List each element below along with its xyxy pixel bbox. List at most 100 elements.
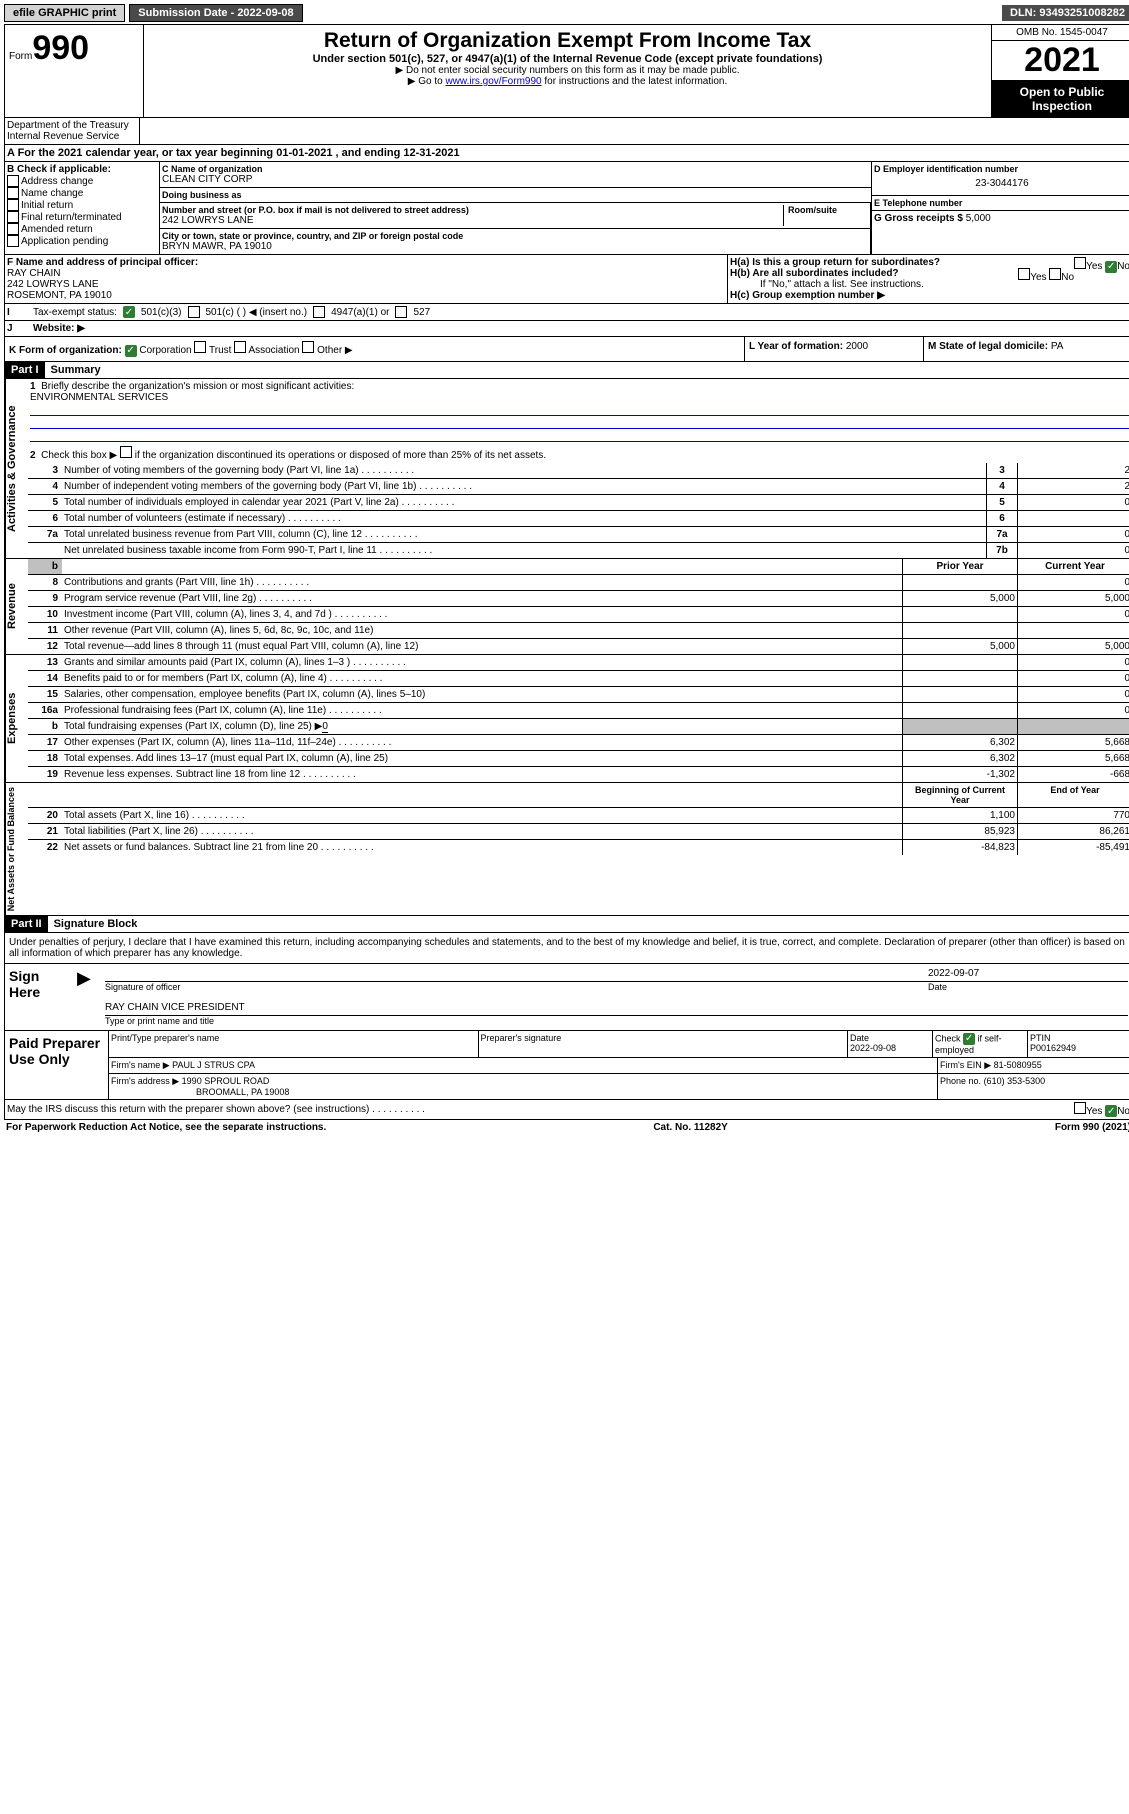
street-label: Number and street (or P.O. box if mail i…	[162, 205, 783, 215]
line10-current: 0	[1017, 607, 1129, 622]
ha-label: H(a) Is this a group return for subordin…	[730, 257, 940, 268]
l-label: L Year of formation:	[749, 341, 846, 352]
other-checkbox[interactable]	[302, 341, 314, 353]
form990-link[interactable]: www.irs.gov/Form990	[445, 76, 541, 87]
efile-print-button[interactable]: efile GRAPHIC print	[4, 4, 125, 22]
firm-name-label: Firm's name ▶	[111, 1060, 170, 1070]
line2-checkbox[interactable]	[120, 446, 132, 458]
no-label: No	[1117, 261, 1129, 272]
line16b-label: Total fundraising expenses (Part IX, col…	[64, 721, 322, 732]
line14-prior	[902, 671, 1017, 686]
501c-checkbox[interactable]	[188, 306, 200, 318]
sign-arrow-icon: ▶	[77, 968, 97, 1026]
sig-date-label: Date	[928, 981, 1128, 992]
top-bar: efile GRAPHIC print Submission Date - 20…	[4, 4, 1129, 22]
final-return-label: Final return/terminated	[21, 212, 122, 223]
paperwork-notice: For Paperwork Reduction Act Notice, see …	[6, 1122, 326, 1133]
line19-prior: -1,302	[902, 767, 1017, 782]
may-yes-checkbox[interactable]	[1074, 1102, 1086, 1114]
ha-yes-checkbox[interactable]	[1074, 257, 1086, 269]
gross-label: G Gross receipts $	[874, 213, 966, 224]
line7b-value: 0	[1017, 543, 1129, 558]
gross-value: 5,000	[966, 213, 991, 224]
hb-label: H(b) Are all subordinates included?	[730, 268, 899, 279]
line8-label: Contributions and grants (Part VIII, lin…	[62, 575, 902, 590]
line7b-label: Net unrelated business taxable income fr…	[62, 543, 986, 558]
final-return-checkbox[interactable]	[7, 211, 19, 223]
line9-current: 5,000	[1017, 591, 1129, 606]
501c-label: 501(c) ( ) ◀ (insert no.)	[206, 307, 308, 318]
line15-label: Salaries, other compensation, employee b…	[62, 687, 902, 702]
prep-date-value: 2022-09-08	[850, 1043, 896, 1053]
current-year-header: Current Year	[1017, 559, 1129, 574]
initial-return-checkbox[interactable]	[7, 199, 19, 211]
org-name: CLEAN CITY CORP	[162, 174, 869, 185]
tel-label: E Telephone number	[874, 198, 1129, 208]
officer-street: 242 LOWRYS LANE	[7, 279, 99, 290]
assoc-label: Association	[248, 345, 299, 356]
trust-checkbox[interactable]	[194, 341, 206, 353]
firm-addr-label: Firm's address ▶	[111, 1076, 179, 1086]
part2-title: Signature Block	[48, 916, 144, 932]
address-change-checkbox[interactable]	[7, 175, 19, 187]
line1-value: ENVIRONMENTAL SERVICES	[30, 392, 168, 403]
527-label: 527	[413, 307, 430, 318]
firm-name-value: PAUL J STRUS CPA	[172, 1060, 255, 1070]
form-word: Form	[9, 51, 32, 62]
line20-label: Total assets (Part X, line 16)	[62, 808, 902, 823]
assoc-checkbox[interactable]	[234, 341, 246, 353]
4947-checkbox[interactable]	[313, 306, 325, 318]
line6-value	[1017, 511, 1129, 526]
527-checkbox[interactable]	[395, 306, 407, 318]
line1-label: Briefly describe the organization's miss…	[41, 381, 354, 392]
line14-current: 0	[1017, 671, 1129, 686]
sig-name-label: Type or print name and title	[105, 1015, 1128, 1026]
ha-no-checkbox[interactable]: ✓	[1105, 261, 1117, 273]
may-no-checkbox[interactable]: ✓	[1105, 1105, 1117, 1117]
line14-label: Benefits paid to or for members (Part IX…	[62, 671, 902, 686]
firm-addr2: BROOMALL, PA 19008	[111, 1087, 289, 1097]
print-name-label: Print/Type preparer's name	[108, 1031, 478, 1058]
firm-addr1: 1990 SPROUL ROAD	[182, 1076, 270, 1086]
name-change-checkbox[interactable]	[7, 187, 19, 199]
sign-here-label: Sign Here	[9, 968, 69, 1026]
tax-status-label: Tax-exempt status:	[33, 307, 117, 318]
hb-yes-checkbox[interactable]	[1018, 268, 1030, 280]
may-irs-label: May the IRS discuss this return with the…	[7, 1104, 425, 1115]
prep-check-label: Check	[935, 1033, 961, 1043]
irs-label: Internal Revenue Service	[7, 131, 119, 142]
form-number: 990	[32, 29, 89, 67]
app-pending-checkbox[interactable]	[7, 235, 19, 247]
dba-label: Doing business as	[162, 190, 869, 200]
org-name-label: C Name of organization	[162, 164, 869, 174]
line15-prior	[902, 687, 1017, 702]
line12-prior: 5,000	[902, 639, 1017, 654]
firm-ein-label: Firm's EIN ▶	[940, 1060, 991, 1070]
line12-current: 5,000	[1017, 639, 1129, 654]
app-pending-label: Application pending	[21, 236, 108, 247]
amended-return-checkbox[interactable]	[7, 223, 19, 235]
corp-checkbox[interactable]: ✓	[125, 345, 137, 357]
line11-current	[1017, 623, 1129, 638]
line17-current: 5,668	[1017, 735, 1129, 750]
501c3-checkbox[interactable]: ✓	[123, 306, 135, 318]
m-label: M State of legal domicile:	[928, 341, 1051, 352]
line4-value: 2	[1017, 479, 1129, 494]
sig-declaration: Under penalties of perjury, I declare th…	[4, 933, 1129, 964]
line7a-label: Total unrelated business revenue from Pa…	[62, 527, 986, 542]
corp-label: Corporation	[139, 345, 191, 356]
hb-no-checkbox[interactable]	[1049, 268, 1061, 280]
main-title: Return of Organization Exempt From Incom…	[148, 29, 987, 53]
f-label: F Name and address of principal officer:	[7, 257, 198, 268]
city-label: City or town, state or province, country…	[162, 231, 868, 241]
activities-side-label: Activities & Governance	[5, 379, 28, 558]
line21-begin: 85,923	[902, 824, 1017, 839]
self-employed-checkbox[interactable]: ✓	[963, 1033, 975, 1045]
room-suite-label: Room/suite	[783, 205, 868, 226]
sub-title-2: ▶ Do not enter social security numbers o…	[148, 65, 987, 76]
phone-value: (610) 353-5300	[984, 1076, 1046, 1086]
line22-begin: -84,823	[902, 840, 1017, 855]
line19-current: -668	[1017, 767, 1129, 782]
part1-header: Part I	[5, 362, 45, 378]
end-year-header: End of Year	[1017, 783, 1129, 807]
